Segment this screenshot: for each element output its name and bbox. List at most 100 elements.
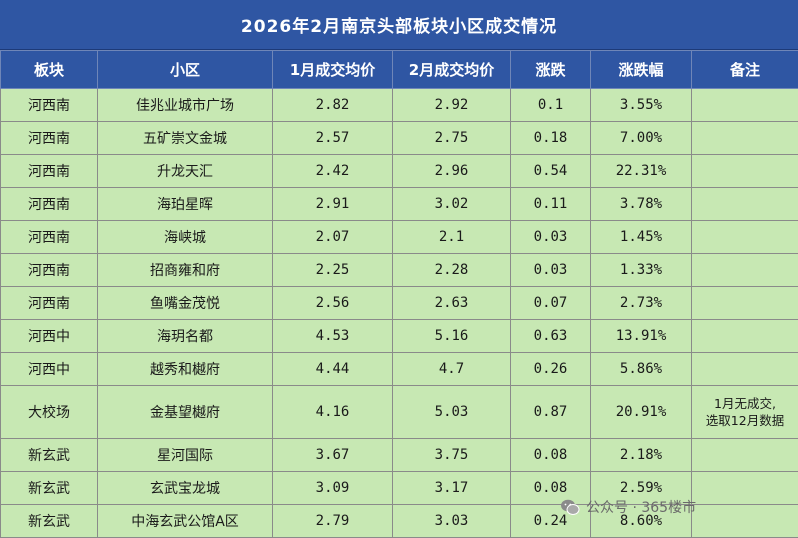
cell-feb-price: 5.16 (392, 319, 511, 353)
table-row: 新玄武 星河国际 3.67 3.75 0.08 2.18% (0, 438, 798, 472)
cell-community: 海玥名都 (97, 319, 273, 353)
cell-change: 0.18 (510, 121, 591, 155)
cell-change-pct: 1.45% (590, 220, 692, 254)
cell-change: 0.07 (510, 286, 591, 320)
cell-note (691, 471, 798, 505)
cell-note (691, 187, 798, 221)
cell-community: 升龙天汇 (97, 154, 273, 188)
cell-change-pct: 2.59% (590, 471, 692, 505)
cell-change: 0.87 (510, 385, 591, 439)
cell-change: 0.1 (510, 88, 591, 122)
table-row: 河西南 五矿崇文金城 2.57 2.75 0.18 7.00% (0, 121, 798, 155)
cell-community: 海珀星晖 (97, 187, 273, 221)
cell-change: 0.03 (510, 220, 591, 254)
cell-change-pct: 2.73% (590, 286, 692, 320)
table-row: 河西南 佳兆业城市广场 2.82 2.92 0.1 3.55% (0, 88, 798, 122)
cell-district: 河西南 (0, 286, 98, 320)
cell-jan-price: 2.07 (272, 220, 393, 254)
cell-district: 河西南 (0, 154, 98, 188)
header-district: 板块 (0, 50, 98, 89)
note-line: 1月无成交, (714, 396, 776, 411)
table-title: 2026年2月南京头部板块小区成交情况 (0, 0, 798, 50)
cell-change: 0.03 (510, 253, 591, 287)
cell-change: 0.54 (510, 154, 591, 188)
cell-feb-price: 3.02 (392, 187, 511, 221)
cell-feb-price: 5.03 (392, 385, 511, 439)
cell-note (691, 88, 798, 122)
table-row: 河西中 越秀和樾府 4.44 4.7 0.26 5.86% (0, 352, 798, 386)
cell-note (691, 319, 798, 353)
cell-district: 河西中 (0, 352, 98, 386)
table-row: 河西南 招商雍和府 2.25 2.28 0.03 1.33% (0, 253, 798, 287)
header-change: 涨跌 (510, 50, 591, 89)
cell-note (691, 253, 798, 287)
cell-note (691, 438, 798, 472)
header-note: 备注 (691, 50, 798, 89)
cell-change-pct: 3.55% (590, 88, 692, 122)
cell-change: 0.63 (510, 319, 591, 353)
cell-district: 新玄武 (0, 471, 98, 505)
cell-change: 0.26 (510, 352, 591, 386)
cell-community: 鱼嘴金茂悦 (97, 286, 273, 320)
cell-feb-price: 2.75 (392, 121, 511, 155)
cell-change-pct: 3.78% (590, 187, 692, 221)
price-table: 板块 小区 1月成交均价 2月成交均价 涨跌 涨跌幅 备注 河西南 佳兆业城市广场… (0, 50, 798, 538)
cell-note (691, 220, 798, 254)
table-row: 新玄武 中海玄武公馆A区 2.79 3.03 0.24 8.60% (0, 504, 798, 538)
cell-feb-price: 3.03 (392, 504, 511, 538)
table-row: 河西南 鱼嘴金茂悦 2.56 2.63 0.07 2.73% (0, 286, 798, 320)
cell-note (691, 286, 798, 320)
cell-change: 0.08 (510, 471, 591, 505)
cell-jan-price: 2.91 (272, 187, 393, 221)
header-community: 小区 (97, 50, 273, 89)
header-feb-price: 2月成交均价 (392, 50, 511, 89)
cell-note (691, 352, 798, 386)
cell-jan-price: 4.53 (272, 319, 393, 353)
cell-note: 1月无成交, 选取12月数据 (691, 385, 798, 439)
cell-jan-price: 3.09 (272, 471, 393, 505)
cell-note (691, 121, 798, 155)
table-body: 河西南 佳兆业城市广场 2.82 2.92 0.1 3.55% 河西南 五矿崇文金城 2.57 2… (0, 88, 798, 538)
cell-feb-price: 4.7 (392, 352, 511, 386)
cell-district: 河西南 (0, 88, 98, 122)
cell-feb-price: 2.1 (392, 220, 511, 254)
cell-feb-price: 2.92 (392, 88, 511, 122)
cell-jan-price: 2.56 (272, 286, 393, 320)
cell-note (691, 154, 798, 188)
cell-change: 0.11 (510, 187, 591, 221)
cell-feb-price: 2.28 (392, 253, 511, 287)
cell-district: 新玄武 (0, 504, 98, 538)
note-line: 选取12月数据 (705, 413, 785, 428)
cell-jan-price: 2.42 (272, 154, 393, 188)
cell-community: 越秀和樾府 (97, 352, 273, 386)
table-row: 新玄武 玄武宝龙城 3.09 3.17 0.08 2.59% (0, 471, 798, 505)
cell-feb-price: 2.63 (392, 286, 511, 320)
cell-community: 玄武宝龙城 (97, 471, 273, 505)
cell-district: 新玄武 (0, 438, 98, 472)
table-row: 河西南 海峡城 2.07 2.1 0.03 1.45% (0, 220, 798, 254)
cell-community: 招商雍和府 (97, 253, 273, 287)
cell-change-pct: 22.31% (590, 154, 692, 188)
cell-change-pct: 13.91% (590, 319, 692, 353)
cell-change-pct: 8.60% (590, 504, 692, 538)
cell-jan-price: 2.82 (272, 88, 393, 122)
cell-feb-price: 3.17 (392, 471, 511, 505)
cell-feb-price: 3.75 (392, 438, 511, 472)
cell-change-pct: 5.86% (590, 352, 692, 386)
cell-community: 金基望樾府 (97, 385, 273, 439)
table-row: 河西南 海珀星晖 2.91 3.02 0.11 3.78% (0, 187, 798, 221)
header-change-pct: 涨跌幅 (590, 50, 692, 89)
table-row: 河西中 海玥名都 4.53 5.16 0.63 13.91% (0, 319, 798, 353)
cell-community: 星河国际 (97, 438, 273, 472)
cell-change: 0.08 (510, 438, 591, 472)
cell-jan-price: 3.67 (272, 438, 393, 472)
cell-jan-price: 4.44 (272, 352, 393, 386)
cell-jan-price: 2.79 (272, 504, 393, 538)
cell-change-pct: 20.91% (590, 385, 692, 439)
cell-community: 中海玄武公馆A区 (97, 504, 273, 538)
cell-feb-price: 2.96 (392, 154, 511, 188)
cell-district: 河西南 (0, 121, 98, 155)
cell-community: 海峡城 (97, 220, 273, 254)
cell-jan-price: 2.25 (272, 253, 393, 287)
